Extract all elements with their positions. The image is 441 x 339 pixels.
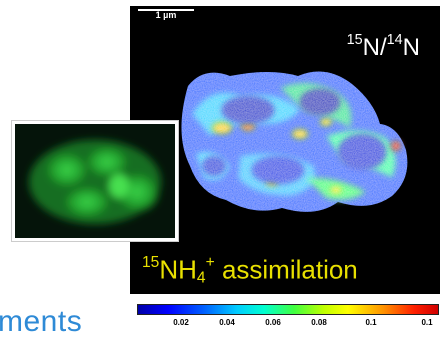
assim-charge: + — [205, 254, 215, 271]
scale-bar-line — [138, 9, 194, 11]
isotope-15-sup: 15 — [346, 32, 363, 48]
assimilation-label: 15NH4+ assimilation — [142, 254, 358, 288]
ratio-title-part1: N/ — [362, 33, 387, 61]
color-scale-tick: 0.06 — [265, 318, 281, 327]
partial-slide-text: ments — [0, 305, 83, 338]
assim-sub: 4 — [196, 269, 206, 287]
assim-isotope-sup: 15 — [142, 254, 160, 271]
ratio-heatmap — [181, 71, 408, 212]
scale-bar-label: 1 µm — [155, 10, 177, 20]
color-scale-tick: 0.02 — [173, 318, 189, 327]
fluorescence-image — [15, 124, 175, 238]
ratio-title-part2: N — [402, 33, 420, 61]
color-scale-tick: 0.08 — [311, 318, 327, 327]
assim-text: assimilation — [214, 254, 358, 285]
color-scale-tick: 0.04 — [219, 318, 235, 327]
nanosims-ratio-image: 1 µm 15N/14N 15NH4+ assimilation — [130, 6, 440, 294]
scale-bar: 1 µm — [130, 6, 202, 22]
color-scale-tick: 0.1 — [365, 318, 377, 327]
isotope-14-sup: 14 — [386, 32, 403, 48]
fluorescence-cells — [15, 124, 175, 238]
assim-base: NH — [159, 254, 197, 285]
color-scale-ticks: 0.02 0.04 0.06 0.08 0.1 0.1 — [137, 314, 439, 334]
fluorescence-inset — [12, 121, 178, 241]
color-scale-bar — [137, 304, 439, 315]
color-scale-tick: 0.1 — [421, 318, 433, 327]
ratio-title: 15N/14N — [347, 32, 420, 62]
